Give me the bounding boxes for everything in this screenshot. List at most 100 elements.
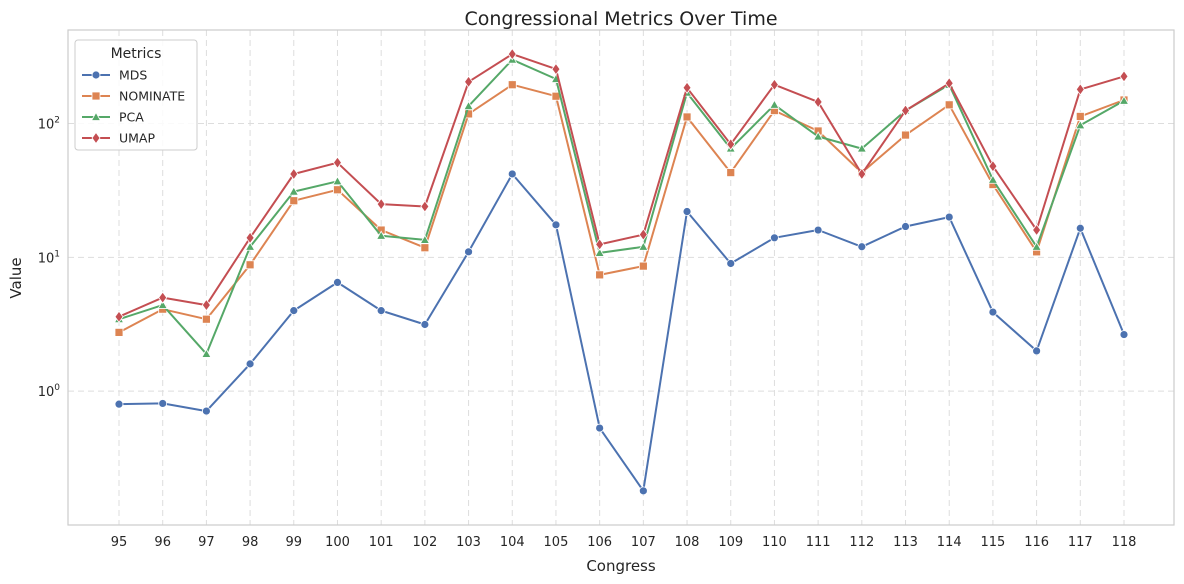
data-point-pca: [244, 241, 256, 251]
data-point-mds: [289, 306, 299, 316]
data-point-mds: [551, 220, 561, 230]
legend-marker: [91, 131, 101, 145]
y-tick-label: 102: [38, 116, 60, 133]
data-point-umap: [464, 75, 474, 88]
data-point-mds: [682, 207, 692, 216]
x-tick-label: 108: [675, 535, 700, 550]
data-point-umap: [595, 238, 605, 251]
x-tick-labels: 95 96 97 98 99 100 101 102 103 104 105 106 107 108 109…: [111, 535, 1137, 550]
data-point-mds: [245, 359, 255, 369]
data-point-mds: [507, 169, 517, 179]
legend-label: MDS: [119, 68, 147, 83]
data-point-nominate: [289, 196, 299, 206]
data-point-pca: [332, 176, 343, 186]
x-tick-label: 109: [718, 535, 743, 550]
y-tick-label: 100: [38, 383, 61, 400]
legend-item-pca: PCA: [82, 110, 144, 125]
data-point-pca: [201, 348, 212, 358]
series-nominate: [114, 80, 1129, 337]
x-tick-label: 104: [500, 535, 525, 550]
x-tick-label: 102: [412, 535, 437, 550]
legend-label: NOMINATE: [119, 89, 185, 104]
data-point-pca: [419, 234, 431, 244]
y-axis-label: Value: [7, 257, 25, 298]
data-point-nominate: [507, 80, 517, 90]
data-point-mds: [114, 399, 124, 409]
data-point-mds: [1075, 223, 1085, 233]
data-point-umap: [332, 156, 342, 169]
data-point-pca: [157, 299, 168, 309]
chart-title: Congressional Metrics Over Time: [464, 8, 777, 30]
x-tick-label: 96: [154, 535, 171, 550]
data-point-mds: [726, 259, 736, 268]
data-point-umap: [245, 231, 255, 244]
y-tick-label: 101: [38, 249, 60, 266]
x-tick-label: 98: [242, 535, 259, 550]
legend-marker: [91, 70, 101, 80]
data-point-umap: [857, 167, 867, 181]
data-point-nominate: [595, 270, 605, 280]
data-point-nominate: [333, 185, 342, 195]
legend: Metrics MDS NOMINATE PCA UMAP: [74, 39, 198, 151]
data-point-umap: [1075, 83, 1085, 96]
series-line-mds: [118, 173, 1125, 492]
x-tick-label: 99: [286, 535, 303, 550]
plot-frame: [67, 29, 1175, 526]
legend-box: [74, 39, 198, 151]
x-tick-label: 103: [456, 535, 481, 550]
x-tick-label: 118: [1112, 535, 1137, 550]
data-point-pca: [594, 247, 605, 257]
data-point-mds: [1119, 330, 1129, 339]
data-point-umap: [901, 104, 911, 117]
data-point-mds: [901, 222, 910, 231]
x-tick-label: 112: [849, 535, 874, 550]
series-umap: [114, 47, 1129, 323]
x-tick-label: 111: [806, 535, 831, 550]
data-point-umap: [1032, 223, 1042, 237]
x-tick-label: 115: [980, 535, 1005, 550]
data-point-umap: [551, 62, 561, 76]
data-point-mds: [988, 307, 998, 317]
data-point-umap: [114, 310, 124, 323]
grid-lines: [68, 30, 1174, 525]
legend-marker: [91, 91, 101, 101]
data-point-umap: [420, 200, 430, 213]
data-point-pca: [987, 174, 999, 184]
series-line-umap: [118, 53, 1125, 318]
data-point-pca: [812, 131, 824, 141]
x-tick-label: 107: [631, 535, 656, 550]
legend-marker: [90, 111, 102, 121]
data-point-umap: [201, 298, 211, 312]
data-point-nominate: [420, 243, 430, 253]
data-point-nominate: [638, 261, 648, 271]
data-point-umap: [1119, 70, 1129, 83]
x-axis-label: Congress: [586, 557, 656, 575]
data-point-umap: [289, 167, 299, 181]
data-point-mds: [201, 406, 211, 416]
data-point-pca: [1031, 241, 1042, 251]
data-point-mds: [813, 225, 823, 235]
data-point-mds: [770, 233, 779, 243]
data-point-mds: [595, 423, 605, 433]
data-point-pca: [375, 230, 387, 240]
data-point-umap: [158, 291, 168, 304]
data-point-mds: [420, 320, 430, 329]
data-point-pca: [769, 99, 780, 109]
data-point-umap: [988, 160, 998, 173]
x-tick-label: 97: [198, 535, 215, 550]
legend-title: Metrics: [111, 46, 162, 62]
series-layer: [113, 47, 1130, 496]
data-point-pca: [638, 241, 649, 251]
legend-label: UMAP: [119, 131, 155, 146]
data-point-mds: [638, 486, 648, 496]
data-point-nominate: [1075, 112, 1085, 121]
data-point-mds: [857, 242, 867, 252]
data-point-mds: [376, 306, 386, 316]
data-point-nominate: [114, 327, 124, 337]
data-point-mds: [464, 247, 473, 257]
legend-items: MDS NOMINATE PCA UMAP: [82, 68, 185, 146]
data-point-mds: [333, 277, 342, 287]
legend-item-mds: MDS: [82, 68, 147, 83]
data-point-mds: [1032, 346, 1042, 356]
data-point-pca: [1118, 95, 1130, 105]
